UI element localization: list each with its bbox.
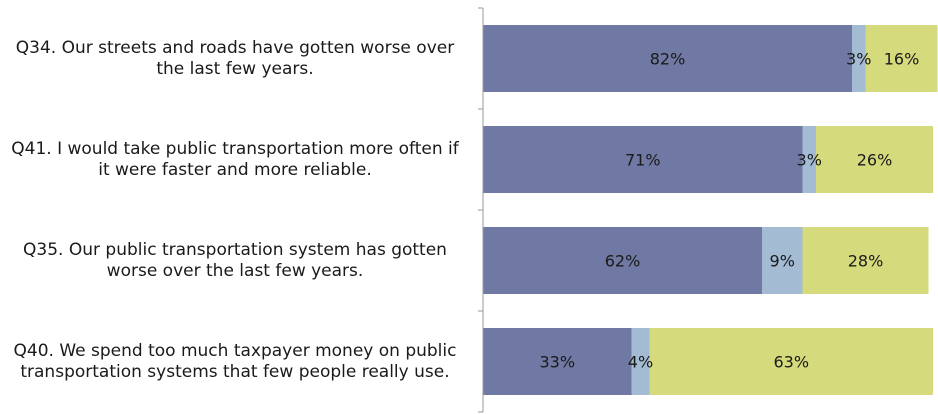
category-label-text: Q34. Our streets and roads have gotten w… xyxy=(15,37,455,79)
bar-segment xyxy=(865,25,938,92)
category-label: Q34. Our streets and roads have gotten w… xyxy=(0,8,470,109)
data-label: 33% xyxy=(539,353,575,372)
bar-segment xyxy=(649,328,933,395)
data-label: 71% xyxy=(625,151,661,170)
data-label: 28% xyxy=(848,252,884,271)
bar-segment xyxy=(483,328,632,395)
category-label: Q35. Our public transportation system ha… xyxy=(0,210,470,311)
data-label: 62% xyxy=(605,252,641,271)
bar-segment xyxy=(852,25,866,92)
category-label: Q40. We spend too much taxpayer money on… xyxy=(0,311,470,412)
data-label: 63% xyxy=(773,353,809,372)
bar-segment xyxy=(802,126,816,193)
data-label: 16% xyxy=(884,50,920,69)
bar-segment xyxy=(483,25,852,92)
category-label: Q41. I would take public transportation … xyxy=(0,109,470,210)
bar-segment xyxy=(802,227,929,294)
bar-segment xyxy=(762,227,803,294)
bar-segment xyxy=(631,328,650,395)
bar-segment xyxy=(816,126,933,193)
bar-segment xyxy=(483,126,803,193)
data-label: 82% xyxy=(650,50,686,69)
data-label: 3% xyxy=(797,151,822,170)
bar-segment xyxy=(483,227,762,294)
category-label-text: Q41. I would take public transportation … xyxy=(11,138,459,180)
data-label: 4% xyxy=(628,353,653,372)
category-label-text: Q40. We spend too much taxpayer money on… xyxy=(13,340,457,382)
data-label: 26% xyxy=(857,151,893,170)
data-label: 3% xyxy=(846,50,871,69)
category-label-text: Q35. Our public transportation system ha… xyxy=(23,239,447,281)
data-label: 9% xyxy=(770,252,795,271)
